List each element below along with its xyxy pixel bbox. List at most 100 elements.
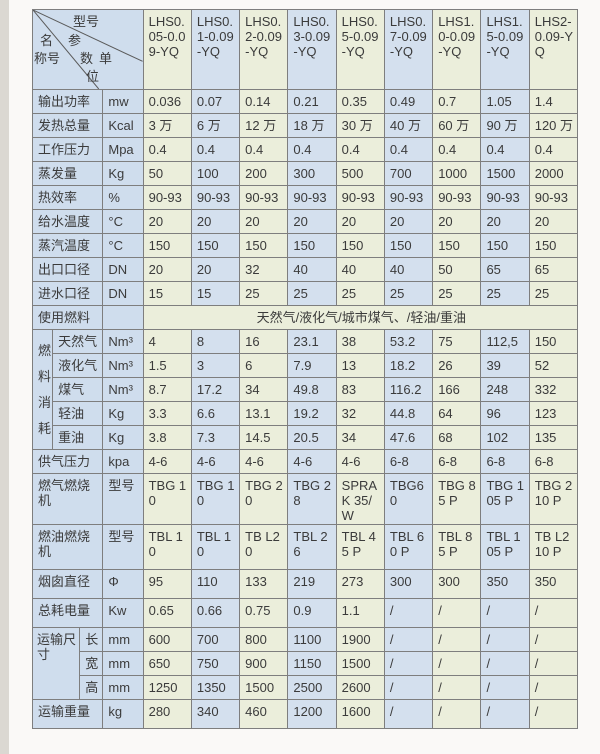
value-cell: / (480, 651, 530, 676)
value-cell: 700 (190, 627, 241, 652)
value-cell: 50 (142, 161, 192, 186)
fuel-types-span-cell: 天然气/液化气/城市煤气、/轻油/重油 (142, 305, 579, 330)
value-cell: 19.2 (287, 401, 337, 426)
value-cell: 25 (383, 281, 434, 306)
value-cell: 49.8 (287, 377, 337, 402)
value-cell: 1.05 (480, 89, 530, 114)
value-cell: 15 (142, 281, 192, 306)
value-cell: 1500 (239, 675, 289, 700)
value-cell: 332 (528, 377, 579, 402)
unit-cell: Nm³ (102, 353, 144, 378)
value-cell: 1200 (287, 699, 337, 729)
table-row: 液化气 Nm³ 1.5 3 6 7.9 13 18.2 26 39 52 (33, 353, 579, 378)
value-cell: 0.66 (190, 598, 241, 628)
value-cell: TBL 105 P (480, 524, 530, 570)
value-cell: 650 (142, 651, 192, 676)
value-cell: 500 (335, 161, 385, 186)
value-cell: 600 (142, 627, 192, 652)
value-cell: 280 (142, 699, 192, 729)
value-cell: 1000 (432, 161, 482, 186)
value-cell: 6-8 (528, 449, 579, 474)
corner-label-unit-2: 位 (86, 69, 100, 84)
unit-cell: mm (102, 651, 144, 676)
value-cell: TBG 10 (190, 473, 241, 525)
corner-label-unit-1: 单 (99, 51, 113, 66)
header-model-cell: LHS1.0-0.09-YQ (432, 9, 482, 90)
value-cell: 300 (383, 569, 434, 599)
value-cell: 83 (335, 377, 385, 402)
value-cell: 25 (239, 281, 289, 306)
value-cell: 40 (335, 257, 385, 282)
value-cell: 16 (239, 329, 289, 354)
value-cell: 20 (480, 209, 530, 234)
unit-cell: Kg (102, 161, 144, 186)
value-cell: TBL 60 P (383, 524, 434, 570)
value-cell: 0.4 (528, 137, 579, 162)
value-cell: 1500 (335, 651, 385, 676)
value-cell: 20 (239, 209, 289, 234)
value-cell: 15 (190, 281, 241, 306)
value-cell: 1100 (287, 627, 337, 652)
value-cell: 25 (480, 281, 530, 306)
value-cell: / (528, 598, 579, 628)
table-row: 重油 Kg 3.8 7.3 14.5 20.5 34 47.6 68 102 135 (33, 425, 579, 450)
param-name-cell: 热效率 (31, 185, 104, 210)
value-cell: 7.9 (287, 353, 337, 378)
value-cell: 20 (432, 209, 482, 234)
value-cell: 135 (528, 425, 579, 450)
unit-cell: Nm³ (102, 329, 144, 354)
value-cell: 1500 (480, 161, 530, 186)
value-cell: 340 (190, 699, 241, 729)
table-row: 煤气 Nm³ 8.7 17.2 34 49.8 83 116.2 166 248 332 (33, 377, 579, 402)
value-cell: 150 (142, 233, 192, 258)
value-cell: 0.7 (432, 89, 482, 114)
value-cell: 112,5 (480, 329, 530, 354)
value-cell: / (480, 598, 530, 628)
value-cell: 44.8 (383, 401, 434, 426)
value-cell: 90-93 (142, 185, 192, 210)
value-cell: 6.6 (190, 401, 241, 426)
value-cell: 2600 (335, 675, 385, 700)
value-cell: TBG 10 (142, 473, 192, 525)
value-cell: 25 (287, 281, 337, 306)
value-cell: 25 (432, 281, 482, 306)
value-cell: 4-6 (142, 449, 192, 474)
param-name-cell: 工作压力 (31, 137, 104, 162)
value-cell: 300 (287, 161, 337, 186)
value-cell: 750 (190, 651, 241, 676)
header-model-cell: LHS0.2-0.09-YQ (239, 9, 289, 90)
unit-cell: Kw (102, 598, 144, 628)
value-cell: 90 万 (480, 113, 530, 138)
value-cell: / (432, 699, 482, 729)
header-model-cell: LHS0.1-0.09-YQ (190, 9, 241, 90)
value-cell: / (432, 675, 482, 700)
fuel-type-row: 使用燃料 天然气/液化气/城市煤气、/轻油/重油 (31, 305, 579, 330)
param-name-cell: 进水口径 (31, 281, 104, 306)
value-cell: 0.4 (190, 137, 241, 162)
unit-cell: Nm³ (102, 377, 144, 402)
value-cell: TBL 85 P (432, 524, 482, 570)
value-cell: 20 (528, 209, 579, 234)
param-name-cell: 运输重量 (31, 699, 104, 729)
value-cell: 20 (142, 257, 192, 282)
value-cell: 90-93 (287, 185, 337, 210)
value-cell: 0.4 (383, 137, 434, 162)
table-row: 工作压力 Mpa 0.4 0.4 0.4 0.4 0.4 0.4 0.4 0.4 0.4 (31, 137, 579, 162)
value-cell: TBL 10 (142, 524, 192, 570)
table-row: 轻油 Kg 3.3 6.6 13.1 19.2 32 44.8 64 96 123 (33, 401, 579, 426)
header-model-cell: LHS1.5-0.09-YQ (480, 9, 530, 90)
value-cell: 273 (335, 569, 385, 599)
unit-cell: Kg (102, 425, 144, 450)
value-cell: / (528, 627, 579, 652)
value-cell: 90-93 (528, 185, 579, 210)
corner-label-model: 型号 (73, 14, 100, 29)
unit-cell: DN (102, 257, 144, 282)
value-cell: 1250 (142, 675, 192, 700)
value-cell: 1.1 (335, 598, 385, 628)
value-cell: 0.21 (287, 89, 337, 114)
value-cell: 64 (432, 401, 482, 426)
header-model-cell: LHS0.5-0.09-YQ (335, 9, 385, 90)
param-name-cell: 输出功率 (31, 89, 104, 114)
param-name-cell: 蒸发量 (31, 161, 104, 186)
